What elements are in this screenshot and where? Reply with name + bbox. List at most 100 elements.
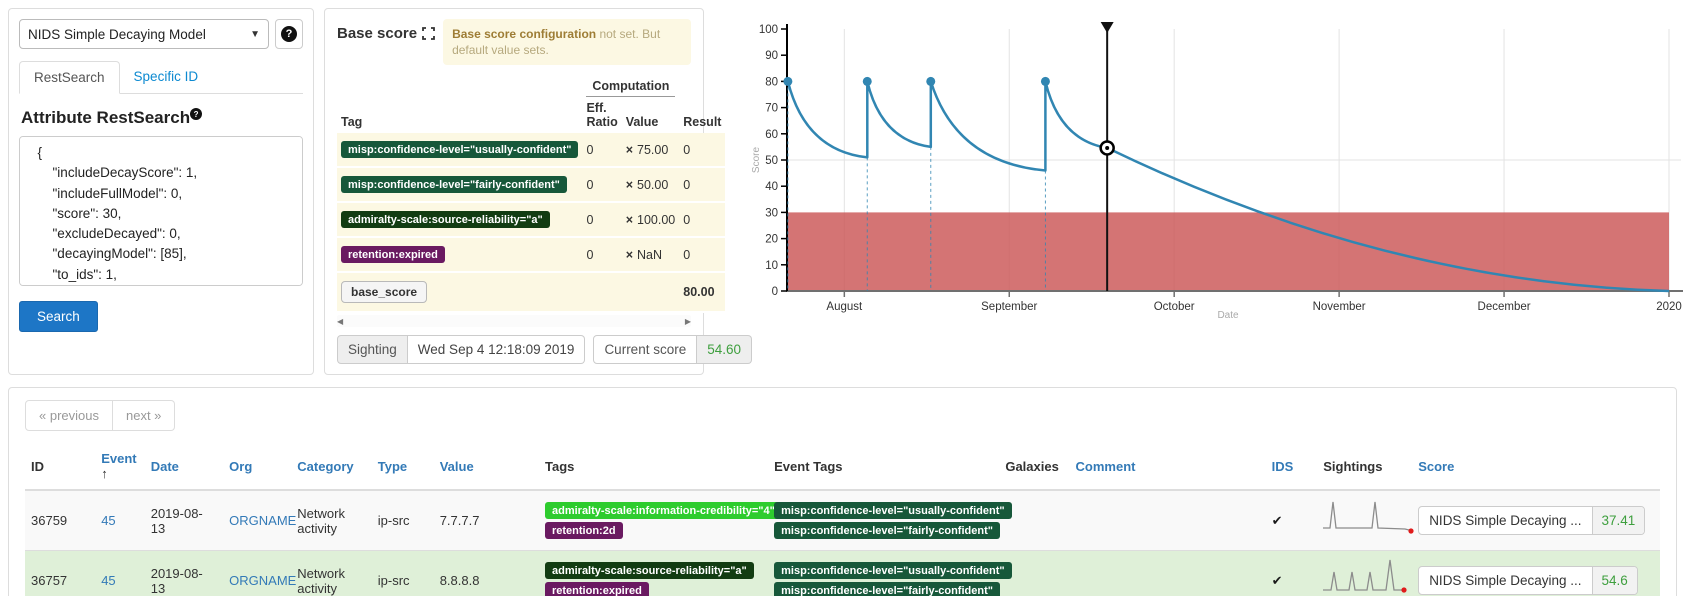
ids-checkmark-icon: ✔ bbox=[1272, 573, 1283, 588]
scroll-right-icon[interactable]: ▶ bbox=[685, 317, 691, 326]
ids-checkmark-icon: ✔ bbox=[1272, 513, 1283, 528]
cell-category: Network activity bbox=[291, 551, 372, 596]
cell-tags: admiralty-scale:source-reliability="a" re… bbox=[539, 551, 768, 596]
top-section: NIDS Simple Decaying Model ▼ ? RestSearc… bbox=[8, 8, 1677, 375]
column-header-category[interactable]: Category bbox=[291, 443, 372, 490]
tag-badge[interactable]: misp:confidence-level="usually-confident… bbox=[774, 502, 1011, 519]
column-header-event[interactable]: Event ↑ bbox=[95, 443, 145, 490]
x-axis-tick-label: November bbox=[1313, 301, 1366, 313]
question-icon: ? bbox=[281, 26, 297, 42]
tag-badge[interactable]: admiralty-scale:information-credibility=… bbox=[545, 502, 782, 519]
tag-badge[interactable]: retention:2d bbox=[545, 522, 623, 539]
next-page-button[interactable]: next » bbox=[113, 400, 175, 431]
sighting-row: Sighting Wed Sep 4 12:18:09 2019 Current… bbox=[337, 335, 691, 364]
tab-specific-id[interactable]: Specific ID bbox=[120, 61, 213, 93]
column-header-type[interactable]: Type bbox=[372, 443, 434, 490]
column-header-value[interactable]: Value bbox=[434, 443, 539, 490]
cell-value: 7.7.7.7 bbox=[434, 490, 539, 551]
search-button[interactable]: Search bbox=[19, 301, 98, 332]
cell-event-tags: misp:confidence-level="usually-confident… bbox=[768, 551, 999, 596]
cell-category: Network activity bbox=[291, 490, 372, 551]
attribute-row: 36759 45 2019-08-13 ORGNAME Network acti… bbox=[25, 490, 1660, 551]
column-header-date[interactable]: Date bbox=[145, 443, 223, 490]
fullscreen-icon[interactable] bbox=[422, 27, 435, 40]
computation-value: ×100.00 bbox=[622, 202, 680, 237]
col-computation: Computation bbox=[582, 75, 679, 97]
y-axis-tick-label: 40 bbox=[765, 181, 778, 193]
cell-id: 36757 bbox=[25, 551, 95, 596]
pagination-top: « previous next » bbox=[25, 400, 175, 431]
base-score-row: misp:confidence-level="usually-confident… bbox=[337, 133, 725, 167]
x-axis-title: Date bbox=[1217, 310, 1239, 321]
attributes-table: IDEvent ↑DateOrgCategoryTypeValueTagsEve… bbox=[25, 443, 1660, 596]
base-score-table: Tag Computation Result Eff. Ratio Value … bbox=[337, 75, 725, 313]
column-header-id: ID bbox=[25, 443, 95, 490]
previous-page-button[interactable]: « previous bbox=[25, 400, 113, 431]
horizontal-scrollbar[interactable]: ◀ ▶ bbox=[337, 315, 691, 327]
current-time-marker-handle[interactable] bbox=[1101, 22, 1114, 33]
y-axis-tick-label: 20 bbox=[765, 234, 778, 246]
column-header-score[interactable]: Score bbox=[1412, 443, 1660, 490]
cell-sightings bbox=[1317, 551, 1412, 596]
column-header-ids[interactable]: IDS bbox=[1266, 443, 1318, 490]
cell-event-tags: misp:confidence-level="usually-confident… bbox=[768, 490, 999, 551]
x-axis-tick-label: 2020 bbox=[1656, 301, 1682, 313]
column-header-org[interactable]: Org bbox=[223, 443, 291, 490]
column-header-comment[interactable]: Comment bbox=[1070, 443, 1266, 490]
search-tabs: RestSearch Specific ID bbox=[19, 61, 303, 94]
tag-badge: admiralty-scale:source-reliability="a" bbox=[341, 211, 550, 228]
tag-badge[interactable]: admiralty-scale:source-reliability="a" bbox=[545, 562, 754, 579]
decaying-model-simulation-page: NIDS Simple Decaying Model ▼ ? RestSearc… bbox=[0, 0, 1685, 596]
score-model-name: NIDS Simple Decaying ... bbox=[1419, 567, 1591, 594]
cell-type: ip-src bbox=[372, 490, 434, 551]
tab-restsearch[interactable]: RestSearch bbox=[19, 61, 120, 94]
cell-type: ip-src bbox=[372, 551, 434, 596]
restsearch-query-textarea[interactable]: { "includeDecayScore": 1, "includeFullMo… bbox=[19, 136, 303, 286]
eff-ratio-value: 0 bbox=[582, 202, 621, 237]
base-score-row: admiralty-scale:source-reliability="a" 0… bbox=[337, 202, 725, 237]
tag-badge[interactable]: misp:confidence-level="fairly-confident" bbox=[774, 522, 1000, 539]
sightings-sparkline bbox=[1323, 499, 1418, 539]
tag-badge[interactable]: retention:expired bbox=[545, 582, 649, 596]
org-link[interactable]: ORGNAME bbox=[229, 573, 296, 588]
decay-score-box[interactable]: NIDS Simple Decaying ... 37.41 bbox=[1418, 506, 1645, 535]
x-axis-tick-label: October bbox=[1154, 301, 1195, 313]
sighting-point[interactable] bbox=[783, 77, 792, 86]
sighting-point[interactable] bbox=[926, 77, 935, 86]
computation-value: ×75.00 bbox=[622, 133, 680, 167]
x-axis-tick-label: August bbox=[826, 301, 863, 313]
sighting-label: Sighting bbox=[337, 335, 408, 364]
y-axis-tick-label: 0 bbox=[772, 286, 778, 298]
sparkline-end-dot bbox=[1402, 588, 1407, 593]
score-value: 37.41 bbox=[1592, 507, 1645, 534]
y-axis-tick-label: 70 bbox=[765, 103, 778, 115]
cell-date: 2019-08-13 bbox=[145, 490, 223, 551]
event-link[interactable]: 45 bbox=[101, 513, 115, 528]
y-axis-tick-label: 30 bbox=[765, 207, 778, 219]
multiply-icon: × bbox=[626, 143, 633, 157]
y-axis-tick-label: 90 bbox=[765, 50, 778, 62]
scroll-left-icon[interactable]: ◀ bbox=[337, 317, 343, 326]
sparkline-end-dot bbox=[1409, 529, 1414, 534]
cell-tags: admiralty-scale:information-credibility=… bbox=[539, 490, 768, 551]
model-help-button[interactable]: ? bbox=[275, 19, 303, 49]
score-value: 54.6 bbox=[1592, 567, 1637, 594]
org-link[interactable]: ORGNAME bbox=[229, 513, 296, 528]
model-select[interactable]: NIDS Simple Decaying Model ▼ bbox=[19, 19, 269, 49]
model-search-panel: NIDS Simple Decaying Model ▼ ? RestSearc… bbox=[8, 8, 314, 375]
decay-score-box[interactable]: NIDS Simple Decaying ... 54.6 bbox=[1418, 566, 1638, 595]
score-model-name: NIDS Simple Decaying ... bbox=[1419, 507, 1591, 534]
cell-sightings bbox=[1317, 490, 1412, 551]
sighting-point[interactable] bbox=[863, 77, 872, 86]
tag-badge[interactable]: misp:confidence-level="usually-confident… bbox=[774, 562, 1011, 579]
tag-badge[interactable]: misp:confidence-level="fairly-confident" bbox=[774, 582, 1000, 596]
current-score-label: Current score bbox=[593, 335, 697, 364]
sighting-point[interactable] bbox=[1041, 77, 1050, 86]
attribute-row: 36757 45 2019-08-13 ORGNAME Network acti… bbox=[25, 551, 1660, 596]
base-score-row: retention:expired 0 ×NaN 0 bbox=[337, 237, 725, 272]
y-axis-tick-label: 100 bbox=[759, 24, 778, 36]
base-score-alert: Base score configuration not set. But de… bbox=[443, 19, 691, 65]
sighting-date-input[interactable]: Wed Sep 4 12:18:09 2019 bbox=[408, 335, 586, 364]
event-link[interactable]: 45 bbox=[101, 573, 115, 588]
sighting-input-group: Sighting Wed Sep 4 12:18:09 2019 bbox=[337, 335, 585, 364]
